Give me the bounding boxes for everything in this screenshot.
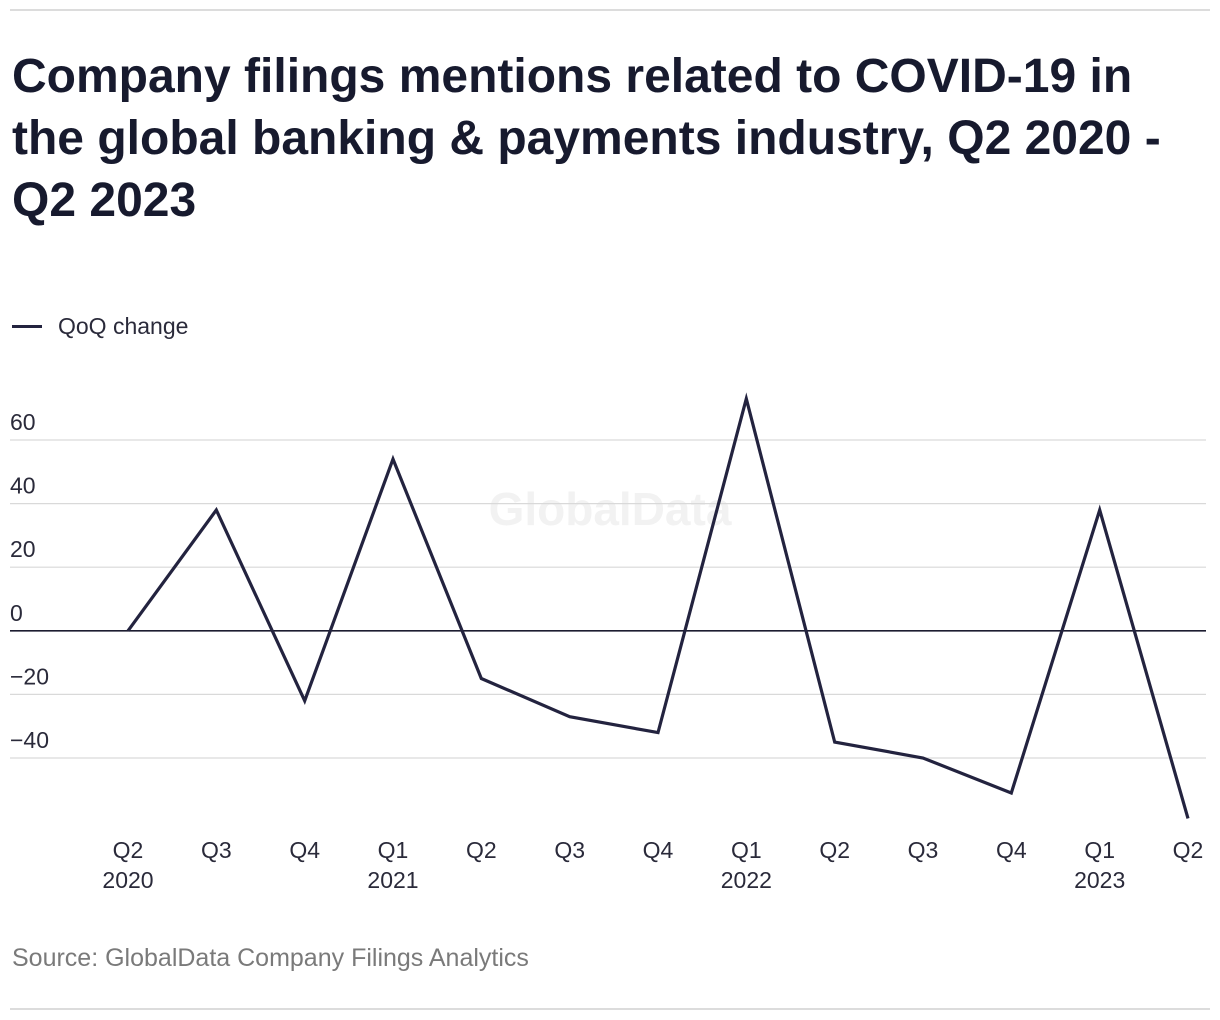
legend-swatch: [12, 324, 42, 328]
chart-title: Company filings mentions related to COVI…: [12, 50, 1161, 227]
x-tick-label: Q1: [1084, 837, 1115, 863]
y-tick-label: 60: [10, 409, 36, 435]
bottom-divider: [10, 1008, 1210, 1010]
x-tick-year: 2021: [367, 867, 418, 893]
x-tick-year: 2020: [102, 867, 153, 893]
x-tick-label: Q4: [996, 837, 1027, 863]
x-tick-year: 2023: [1074, 867, 1125, 893]
x-tick-label: Q2: [1173, 837, 1204, 863]
x-axis-ticks: Q2 2020 Q3 Q4 Q1 2021 Q2 Q3 Q4 Q1 2022 Q2 Q3 Q4 Q1 2023…: [102, 837, 1203, 893]
x-tick-label: Q3: [908, 837, 939, 863]
y-axis-ticks: 60 40 20 0 −20 −40: [10, 409, 49, 753]
x-tick-label: Q2: [819, 837, 850, 863]
watermark: GlobalData: [489, 483, 732, 535]
x-tick-label: Q1: [378, 837, 409, 863]
y-tick-label: −40: [10, 727, 49, 753]
series-line-path: [126, 392, 1190, 819]
line-chart: GlobalData 60 40 20 0 −20 −40 Q2 2020 Q3 Q4 Q1 202…: [10, 392, 1206, 893]
x-tick-label: Q4: [289, 837, 320, 863]
x-tick-label: Q1: [731, 837, 762, 863]
x-tick-label: Q4: [643, 837, 674, 863]
y-tick-label: 0: [10, 600, 23, 626]
x-tick-label: Q2: [466, 837, 497, 863]
x-tick-label: Q3: [554, 837, 585, 863]
y-tick-label: 20: [10, 536, 36, 562]
top-divider: [10, 9, 1210, 11]
legend-label: QoQ change: [58, 312, 189, 339]
gridlines: [10, 439, 1206, 759]
legend: QoQ change: [12, 310, 188, 342]
y-tick-label: 40: [10, 473, 36, 499]
x-tick-year: 2022: [721, 867, 772, 893]
series-line: [126, 392, 1190, 819]
x-tick-label: Q3: [201, 837, 232, 863]
source-note: Source: GlobalData Company Filings Analy…: [12, 944, 529, 972]
y-tick-label: −20: [10, 663, 49, 689]
x-tick-label: Q2: [113, 837, 144, 863]
